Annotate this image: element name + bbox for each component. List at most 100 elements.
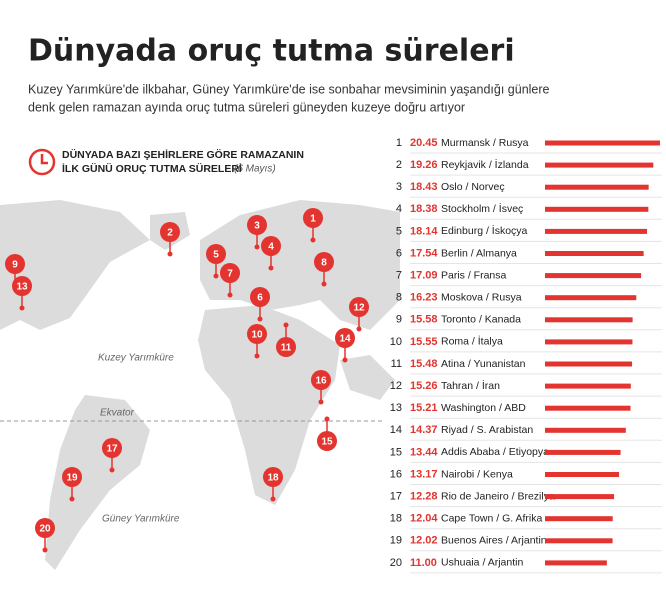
pin-dot: [356, 326, 362, 332]
world-map: [0, 200, 400, 570]
rank: 3: [396, 181, 402, 193]
pin-dot: [42, 547, 48, 553]
city-label: Berlin / Almanya: [441, 247, 517, 259]
city-label: Oslo / Norveç: [441, 181, 505, 193]
legend-title: İLK GÜNÜ ORUÇ TUTMA SÜRELERİ: [62, 162, 242, 175]
city-label: Rio de Janeiro / Brezilya: [441, 490, 555, 502]
pin: [5, 254, 25, 274]
pin-label: 3: [254, 221, 260, 232]
pin-dot: [254, 353, 260, 359]
bar: [545, 494, 615, 500]
pin-label: 14: [339, 334, 351, 345]
value-label: 19.26: [410, 159, 438, 171]
value-label: 18.38: [410, 203, 438, 215]
pin-label: 9: [12, 260, 18, 271]
bar: [545, 449, 621, 455]
rank: 16: [390, 468, 402, 480]
pin-dot: [227, 292, 233, 298]
pin-label: 18: [267, 473, 279, 484]
pin: [317, 431, 337, 451]
bar: [545, 251, 644, 256]
rank: 18: [390, 513, 402, 525]
rank: 2: [396, 159, 402, 171]
value-label: 18.14: [410, 225, 438, 237]
city-label: Addis Ababa / Etiyopya: [441, 446, 549, 458]
rank: 11: [391, 358, 402, 370]
value-label: 17.09: [410, 270, 438, 282]
city-label: Toronto / Kanada: [441, 314, 521, 326]
pin: [261, 236, 281, 256]
pin-dot: [268, 265, 274, 271]
pin-dot: [19, 305, 25, 311]
bar: [545, 472, 620, 477]
pin: [247, 324, 267, 344]
value-label: 11.00: [410, 557, 437, 569]
pin-dot: [318, 399, 324, 405]
value-label: 13.44: [410, 446, 438, 458]
legend-icon: [28, 148, 56, 176]
chart-title: Dünyada oruç tutma süreleri: [28, 34, 515, 69]
bar: [545, 383, 631, 389]
pin-label: 4: [268, 242, 274, 253]
bar: [545, 162, 654, 168]
pin: [220, 263, 240, 283]
bar: [545, 339, 633, 345]
pin-label: 1: [310, 214, 316, 225]
pin: [349, 297, 369, 317]
value-label: 16.23: [410, 292, 438, 304]
pin-label: 8: [321, 258, 327, 269]
city-label: Reykjavik / İzlanda: [441, 158, 529, 171]
rank: 1: [396, 137, 402, 149]
rank: 17: [390, 491, 402, 503]
rank: 19: [390, 535, 402, 547]
rank: 8: [396, 292, 402, 304]
rank: 20: [390, 557, 402, 569]
bar: [545, 538, 613, 544]
value-label: 12.28: [410, 491, 438, 503]
bar: [545, 361, 633, 367]
bar: [545, 427, 626, 433]
bar: [545, 206, 649, 212]
pin-label: 2: [167, 228, 173, 239]
pin: [160, 222, 180, 242]
city-label: Moskova / Rusya: [441, 291, 522, 303]
value-label: 15.55: [410, 336, 438, 348]
bar: [545, 140, 660, 146]
value-label: 13.17: [410, 468, 438, 480]
subtitle: Kuzey Yarımküre'de ilkbahar, Güney Yarım…: [28, 82, 550, 96]
pin-label: 16: [315, 376, 327, 387]
rank: 10: [390, 336, 402, 348]
bar: [545, 184, 649, 190]
bar: [545, 273, 642, 279]
pin-dot: [283, 322, 289, 328]
value-label: 15.26: [410, 380, 438, 392]
pin-dot: [270, 496, 276, 502]
pin: [247, 215, 267, 235]
city-label: Riyad / S. Arabistan: [441, 424, 533, 436]
legend-title: DÜNYADA BAZI ŞEHİRLERE GÖRE RAMAZANIN: [62, 148, 304, 161]
pin: [263, 467, 283, 487]
city-label: Ushuaia / Arjantin: [441, 557, 523, 569]
city-label: Paris / Fransa: [441, 269, 507, 281]
pin: [35, 518, 55, 538]
rank: 12: [390, 380, 402, 392]
value-label: 15.21: [410, 402, 438, 414]
pin-dot: [213, 273, 219, 279]
pin: [303, 208, 323, 228]
pin-dot: [257, 316, 263, 322]
rank: 4: [396, 203, 402, 215]
pin-label: 6: [257, 293, 263, 304]
bar: [545, 560, 607, 566]
bar: [545, 405, 631, 411]
pin: [12, 276, 32, 296]
pin-label: 19: [66, 473, 78, 484]
value-label: 15.58: [410, 314, 438, 326]
map-label: Ekvator: [100, 408, 135, 419]
pin-label: 15: [321, 437, 333, 448]
pin: [62, 467, 82, 487]
pin: [335, 328, 355, 348]
value-label: 12.04: [410, 513, 438, 525]
pin-dot: [69, 496, 75, 502]
map-label: Güney Yarımküre: [102, 514, 180, 525]
